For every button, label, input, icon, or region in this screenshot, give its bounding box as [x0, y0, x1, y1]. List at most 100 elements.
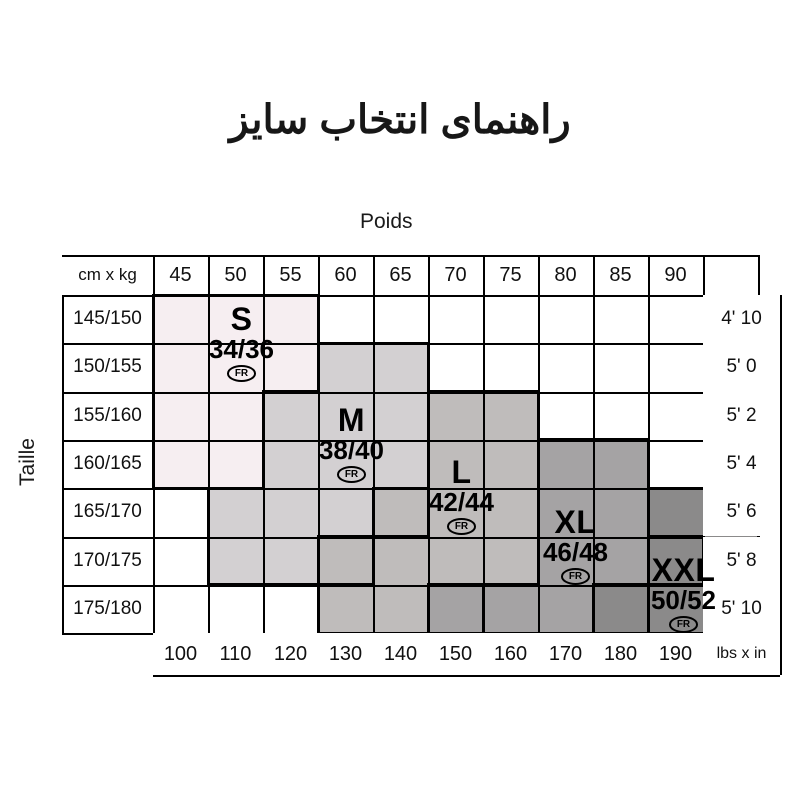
weight-kg-header: 50 — [224, 263, 247, 286]
weight-lbs-footer: 180 — [593, 633, 648, 676]
size-region-outline — [206, 535, 210, 587]
size-region-outline — [426, 341, 430, 394]
height-ftin-label: 5' 10 — [703, 584, 780, 634]
weight-lbs-footer: 120 — [263, 633, 318, 676]
size-region-outline — [373, 341, 428, 345]
size-region-outline — [151, 390, 155, 442]
size-region-outline — [371, 486, 375, 538]
page-title: راهنمای انتخاب سایز — [229, 98, 571, 142]
size-region-outline — [263, 293, 318, 297]
weight-lbs-footer: 110 — [208, 633, 263, 676]
height-cm-label: 145/150 — [73, 308, 142, 330]
size-region-outline — [428, 390, 483, 394]
weight-lbs-footer: 140 — [373, 633, 428, 676]
weight-kg-header: 75 — [499, 263, 522, 286]
weight-lbs-footer: 190 — [648, 633, 703, 676]
size-region-outline — [591, 583, 595, 635]
grid-vline — [62, 295, 64, 634]
weight-kg-header: 70 — [444, 263, 467, 286]
size-region-outline — [648, 486, 703, 490]
size-region-s — [153, 343, 318, 393]
size-region-outline — [263, 583, 318, 587]
size-region-outline — [536, 438, 540, 490]
height-cm-label: 175/180 — [73, 597, 142, 619]
size-region-outline — [536, 535, 540, 587]
size-region-outline — [263, 390, 318, 394]
height-cm-label: 150/155 — [73, 356, 142, 378]
size-region-outline — [208, 486, 263, 490]
size-region-outline — [316, 293, 320, 345]
size-region-outline — [316, 535, 320, 587]
height-ftin-label: 5' 2 — [703, 391, 780, 440]
grid-vline — [373, 255, 375, 634]
size-region-outline — [536, 390, 540, 442]
size-region-outline — [593, 438, 648, 442]
metric-unit-corner: cm x kg — [78, 265, 137, 284]
weight-kg-header: 55 — [279, 263, 302, 286]
size-region-m — [263, 439, 428, 490]
height-ftin-label: 5' 6 — [703, 488, 780, 537]
size-region-outline — [261, 438, 265, 490]
size-region-outline — [316, 341, 320, 394]
height-cm-label: 155/160 — [73, 404, 142, 426]
weight-lbs-footer: 170 — [538, 633, 593, 676]
size-region-outline — [646, 438, 650, 490]
size-region-outline — [151, 438, 155, 490]
weight-lbs-footer: 160 — [483, 633, 538, 676]
height-ftin-label: 5' 4 — [703, 439, 780, 489]
size-region-m — [263, 391, 428, 441]
size-region-outline — [318, 535, 373, 538]
size-region-outline — [426, 390, 430, 442]
size-region-outline — [373, 535, 428, 538]
grid-hline — [153, 675, 780, 678]
size-region-s — [153, 295, 318, 345]
weight-kg-header: 65 — [389, 263, 412, 286]
size-region-outline — [536, 486, 540, 538]
size-region-outline — [318, 341, 373, 345]
size-region-outline — [151, 293, 155, 345]
grid-vline — [318, 255, 320, 634]
size-region-outline — [206, 486, 210, 538]
height-ftin-label: 5' 0 — [703, 343, 780, 392]
height-cm-label: 165/170 — [73, 501, 142, 523]
size-region-outline — [426, 486, 430, 538]
grid-hline — [62, 295, 758, 297]
grid-vline — [780, 633, 782, 676]
size-region-outline — [261, 390, 265, 442]
weight-kg-header: 90 — [664, 263, 687, 286]
grid-hline — [62, 584, 758, 587]
grid-hline — [62, 439, 758, 442]
height-cm-label: 160/165 — [73, 453, 142, 475]
size-region-outline — [208, 293, 263, 297]
size-region-outline — [153, 486, 208, 490]
size-region-outline — [371, 535, 375, 587]
size-region-outline — [593, 583, 648, 587]
size-region-outline — [648, 535, 703, 538]
imperial-unit-corner: lbs x in — [703, 633, 780, 676]
weight-axis-label: Poids — [360, 210, 413, 233]
size-region-outline — [481, 583, 485, 635]
size-region-outline — [538, 438, 593, 442]
height-ftin-label: 4' 10 — [703, 295, 780, 344]
height-cm-label: 170/175 — [73, 549, 142, 571]
weight-kg-header: 60 — [334, 263, 357, 286]
weight-lbs-footer: 100 — [153, 633, 208, 676]
size-region-outline — [426, 438, 430, 490]
grid-vline — [208, 255, 210, 634]
size-region-outline — [153, 293, 208, 297]
size-region-outline — [316, 583, 320, 635]
grid-vline — [780, 295, 782, 634]
size-region-outline — [483, 583, 538, 587]
weight-kg-header: 80 — [554, 263, 577, 286]
size-region-outline — [483, 390, 538, 394]
size-region-outline — [646, 583, 650, 635]
size-region-outline — [373, 486, 428, 490]
height-ftin-label: 5' 8 — [703, 536, 780, 585]
grid-hline — [62, 255, 758, 257]
size-region-outline — [318, 583, 373, 587]
weight-lbs-footer: 150 — [428, 633, 483, 676]
weight-kg-header: 85 — [609, 263, 632, 286]
grid-hline — [62, 391, 758, 394]
size-region-outline — [426, 583, 430, 635]
